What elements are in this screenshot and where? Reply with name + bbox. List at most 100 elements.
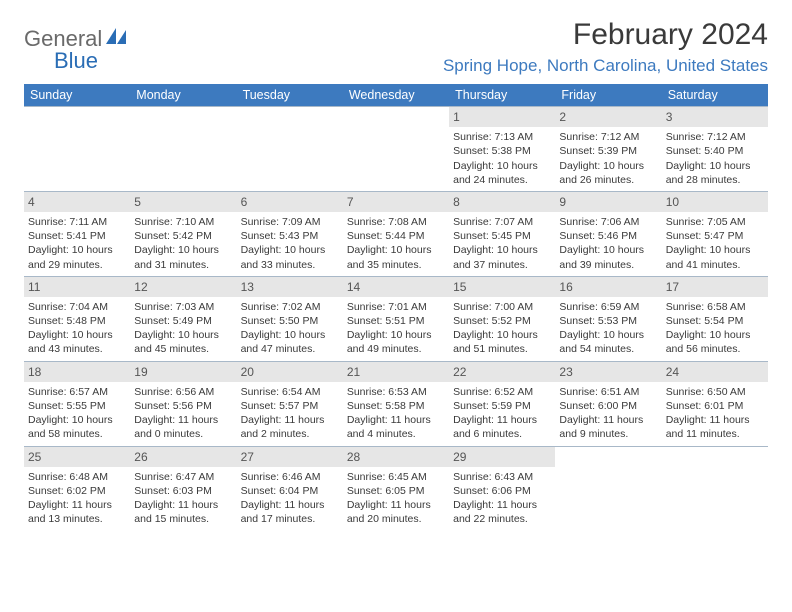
sunrise-text: Sunrise: 7:04 AM: [28, 300, 126, 314]
day-number: 22: [449, 362, 555, 382]
sunrise-text: Sunrise: 6:50 AM: [666, 385, 764, 399]
daylight-text: Daylight: 10 hours and 24 minutes.: [453, 159, 551, 187]
day-cell: 28Sunrise: 6:45 AMSunset: 6:05 PMDayligh…: [343, 447, 449, 531]
daylight-text: Daylight: 10 hours and 56 minutes.: [666, 328, 764, 356]
daylight-text: Daylight: 11 hours and 11 minutes.: [666, 413, 764, 441]
week-row: 4Sunrise: 7:11 AMSunset: 5:41 PMDaylight…: [24, 191, 768, 276]
day-number: 25: [24, 447, 130, 467]
week-row: 11Sunrise: 7:04 AMSunset: 5:48 PMDayligh…: [24, 276, 768, 361]
daylight-text: Daylight: 10 hours and 41 minutes.: [666, 243, 764, 271]
sunset-text: Sunset: 5:50 PM: [241, 314, 339, 328]
day-cell: 18Sunrise: 6:57 AMSunset: 5:55 PMDayligh…: [24, 362, 130, 446]
sunrise-text: Sunrise: 7:12 AM: [559, 130, 657, 144]
sunset-text: Sunset: 5:47 PM: [666, 229, 764, 243]
day-number: 27: [237, 447, 343, 467]
day-cell: 29 Sunrise: 6:43 AMSunset: 6:06 PMDayligh…: [449, 447, 555, 531]
day-cell: 11Sunrise: 7:04 AMSunset: 5:48 PMDayligh…: [24, 277, 130, 361]
sunrise-text: Sunrise: 7:00 AM: [453, 300, 551, 314]
day-cell: 6Sunrise: 7:09 AMSunset: 5:43 PMDaylight…: [237, 192, 343, 276]
sunset-text: Sunset: 6:00 PM: [559, 399, 657, 413]
sunrise-text: Sunrise: 6:47 AM: [134, 470, 232, 484]
sunset-text: Sunset: 6:03 PM: [134, 484, 232, 498]
day-cell: 1Sunrise: 7:13 AMSunset: 5:38 PMDaylight…: [449, 107, 555, 191]
day-number: 26: [130, 447, 236, 467]
daylight-text: Daylight: 10 hours and 35 minutes.: [347, 243, 445, 271]
sunset-text: Sunset: 5:51 PM: [347, 314, 445, 328]
daylight-text: Daylight: 10 hours and 58 minutes.: [28, 413, 126, 441]
day-number: 13: [237, 277, 343, 297]
sunrise-text: Sunrise: 6:43 AM: [453, 470, 551, 484]
empty-cell: [555, 447, 661, 531]
daylight-text: Daylight: 10 hours and 45 minutes.: [134, 328, 232, 356]
day-number: 14: [343, 277, 449, 297]
sunset-text: Sunset: 5:58 PM: [347, 399, 445, 413]
day-number: 18: [24, 362, 130, 382]
sunset-text: Sunset: 6:04 PM: [241, 484, 339, 498]
week-row: 25Sunrise: 6:48 AMSunset: 6:02 PMDayligh…: [24, 446, 768, 531]
daylight-text: Daylight: 10 hours and 29 minutes.: [28, 243, 126, 271]
day-cell: 17Sunrise: 6:58 AMSunset: 5:54 PMDayligh…: [662, 277, 768, 361]
sunrise-text: Sunrise: 6:45 AM: [347, 470, 445, 484]
day-cell: 5Sunrise: 7:10 AMSunset: 5:42 PMDaylight…: [130, 192, 236, 276]
sunset-text: Sunset: 5:40 PM: [666, 144, 764, 158]
day-header: Monday: [130, 84, 236, 106]
empty-cell: [662, 447, 768, 531]
day-header-row: SundayMondayTuesdayWednesdayThursdayFrid…: [24, 84, 768, 106]
day-cell: 24Sunrise: 6:50 AMSunset: 6:01 PMDayligh…: [662, 362, 768, 446]
day-header: Wednesday: [343, 84, 449, 106]
day-number: 6: [237, 192, 343, 212]
sunrise-text: Sunrise: 7:06 AM: [559, 215, 657, 229]
day-number: 29: [449, 447, 555, 467]
day-number: 24: [662, 362, 768, 382]
day-cell: 25Sunrise: 6:48 AMSunset: 6:02 PMDayligh…: [24, 447, 130, 531]
daylight-text: Daylight: 11 hours and 9 minutes.: [559, 413, 657, 441]
sunset-text: Sunset: 5:57 PM: [241, 399, 339, 413]
day-cell: 26Sunrise: 6:47 AMSunset: 6:03 PMDayligh…: [130, 447, 236, 531]
daylight-text: Daylight: 10 hours and 28 minutes.: [666, 159, 764, 187]
daylight-text: Daylight: 11 hours and 20 minutes.: [347, 498, 445, 526]
daylight-text: Daylight: 10 hours and 54 minutes.: [559, 328, 657, 356]
day-cell: 16Sunrise: 6:59 AMSunset: 5:53 PMDayligh…: [555, 277, 661, 361]
day-cell: 8Sunrise: 7:07 AMSunset: 5:45 PMDaylight…: [449, 192, 555, 276]
day-number: 9: [555, 192, 661, 212]
day-cell: 10Sunrise: 7:05 AMSunset: 5:47 PMDayligh…: [662, 192, 768, 276]
day-number: 3: [662, 107, 768, 127]
day-cell: 12Sunrise: 7:03 AMSunset: 5:49 PMDayligh…: [130, 277, 236, 361]
empty-cell: [24, 107, 130, 191]
day-cell: 7Sunrise: 7:08 AMSunset: 5:44 PMDaylight…: [343, 192, 449, 276]
daylight-text: Daylight: 10 hours and 49 minutes.: [347, 328, 445, 356]
day-cell: 14 Sunrise: 7:01 AMSunset: 5:51 PMDayligh…: [343, 277, 449, 361]
sunset-text: Sunset: 6:06 PM: [453, 484, 551, 498]
weeks-container: 1Sunrise: 7:13 AMSunset: 5:38 PMDaylight…: [24, 106, 768, 530]
sunset-text: Sunset: 5:45 PM: [453, 229, 551, 243]
sunset-text: Sunset: 5:49 PM: [134, 314, 232, 328]
brand-mark-icon: [106, 28, 126, 47]
daylight-text: Daylight: 11 hours and 22 minutes.: [453, 498, 551, 526]
sunrise-text: Sunrise: 7:03 AM: [134, 300, 232, 314]
day-cell: 22Sunrise: 6:52 AMSunset: 5:59 PMDayligh…: [449, 362, 555, 446]
sunset-text: Sunset: 5:53 PM: [559, 314, 657, 328]
daylight-text: Daylight: 10 hours and 39 minutes.: [559, 243, 657, 271]
sunrise-text: Sunrise: 7:02 AM: [241, 300, 339, 314]
sunset-text: Sunset: 5:52 PM: [453, 314, 551, 328]
sunrise-text: Sunrise: 6:48 AM: [28, 470, 126, 484]
sunrise-text: Sunrise: 7:01 AM: [347, 300, 445, 314]
calendar-page: General February 2024 Spring Hope, North…: [0, 0, 792, 548]
month-title: February 2024: [443, 18, 768, 52]
sunset-text: Sunset: 5:48 PM: [28, 314, 126, 328]
day-number: 17: [662, 277, 768, 297]
sunset-text: Sunset: 5:55 PM: [28, 399, 126, 413]
daylight-text: Daylight: 10 hours and 26 minutes.: [559, 159, 657, 187]
location-text: Spring Hope, North Carolina, United Stat…: [443, 56, 768, 76]
sunrise-text: Sunrise: 7:09 AM: [241, 215, 339, 229]
day-number: 21: [343, 362, 449, 382]
empty-cell: [237, 107, 343, 191]
day-cell: 3Sunrise: 7:12 AMSunset: 5:40 PMDaylight…: [662, 107, 768, 191]
day-header: Thursday: [449, 84, 555, 106]
day-number: 5: [130, 192, 236, 212]
sunrise-text: Sunrise: 6:59 AM: [559, 300, 657, 314]
sunset-text: Sunset: 5:38 PM: [453, 144, 551, 158]
day-cell: 19Sunrise: 6:56 AMSunset: 5:56 PMDayligh…: [130, 362, 236, 446]
sunrise-text: Sunrise: 6:52 AM: [453, 385, 551, 399]
day-number: 28: [343, 447, 449, 467]
